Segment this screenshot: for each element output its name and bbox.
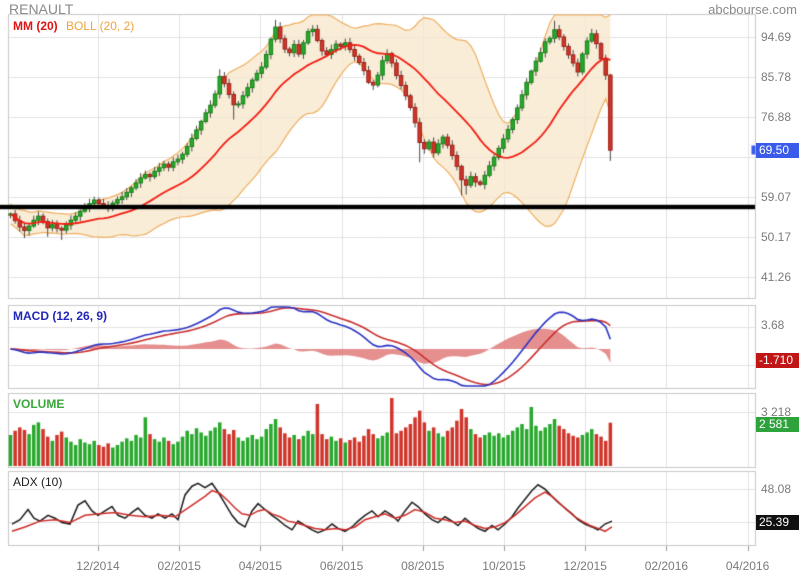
volume-axis-label: 3 218 bbox=[761, 405, 792, 419]
adx-value-badge: 25.39 bbox=[756, 515, 799, 530]
legend-mm: MM (20) bbox=[13, 19, 58, 33]
x-axis-label: 02/2016 bbox=[644, 559, 689, 573]
price-axis-label: 59.07 bbox=[761, 189, 792, 204]
x-axis-label: 10/2015 bbox=[482, 559, 526, 573]
macd-value-badge: -1.710 bbox=[756, 353, 799, 368]
page-title: RENAULT bbox=[9, 1, 74, 17]
x-axis-label: 12/2015 bbox=[563, 559, 607, 573]
price-axis-label: 76.88 bbox=[761, 109, 792, 124]
x-axis-label: 02/2015 bbox=[157, 559, 201, 573]
last-price-badge: 69.50 bbox=[756, 143, 799, 158]
price-axis-label: 41.26 bbox=[761, 269, 792, 284]
x-axis-label: 06/2015 bbox=[319, 559, 364, 573]
price-axis-label: 85.78 bbox=[761, 70, 792, 85]
price-axis-label: 94.69 bbox=[761, 30, 792, 44]
price-axis-label: 50.17 bbox=[761, 229, 792, 244]
legend-volume: VOLUME bbox=[13, 397, 65, 411]
legend-boll: BOLL (20, 2) bbox=[66, 19, 135, 33]
macd-axis-label: 3.68 bbox=[761, 318, 785, 333]
x-axis-label: 04/2016 bbox=[725, 559, 770, 573]
watermark: abcbourse.com bbox=[708, 2, 797, 17]
adx-axis-label: 48.08 bbox=[761, 482, 792, 496]
x-axis-label: 12/2014 bbox=[76, 559, 120, 573]
volume-value-badge: 2 581 bbox=[756, 417, 799, 432]
x-axis-label: 04/2015 bbox=[238, 559, 283, 573]
legend-adx: ADX (10) bbox=[13, 475, 63, 489]
legend-macd: MACD (12, 26, 9) bbox=[13, 309, 108, 323]
x-axis-label: 08/2015 bbox=[401, 559, 445, 573]
